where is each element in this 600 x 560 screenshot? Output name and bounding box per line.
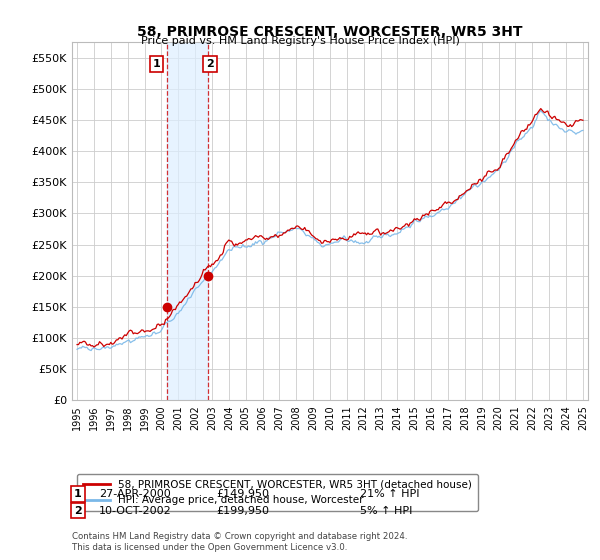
Text: 2: 2 xyxy=(74,506,82,516)
Text: £149,950: £149,950 xyxy=(216,489,269,499)
Title: 58, PRIMROSE CRESCENT, WORCESTER, WR5 3HT: 58, PRIMROSE CRESCENT, WORCESTER, WR5 3H… xyxy=(137,25,523,39)
Text: £199,950: £199,950 xyxy=(216,506,269,516)
Legend: 58, PRIMROSE CRESCENT, WORCESTER, WR5 3HT (detached house), HPI: Average price, : 58, PRIMROSE CRESCENT, WORCESTER, WR5 3H… xyxy=(77,474,478,511)
Text: 21% ↑ HPI: 21% ↑ HPI xyxy=(360,489,419,499)
Text: 1: 1 xyxy=(74,489,82,499)
Text: Contains HM Land Registry data © Crown copyright and database right 2024.
This d: Contains HM Land Registry data © Crown c… xyxy=(72,532,407,552)
Text: 10-OCT-2002: 10-OCT-2002 xyxy=(99,506,172,516)
Text: 27-APR-2000: 27-APR-2000 xyxy=(99,489,171,499)
Text: 1: 1 xyxy=(153,59,161,69)
Text: 5% ↑ HPI: 5% ↑ HPI xyxy=(360,506,412,516)
Text: Price paid vs. HM Land Registry's House Price Index (HPI): Price paid vs. HM Land Registry's House … xyxy=(140,36,460,46)
Bar xyxy=(167,42,208,400)
Text: 2: 2 xyxy=(206,59,214,69)
